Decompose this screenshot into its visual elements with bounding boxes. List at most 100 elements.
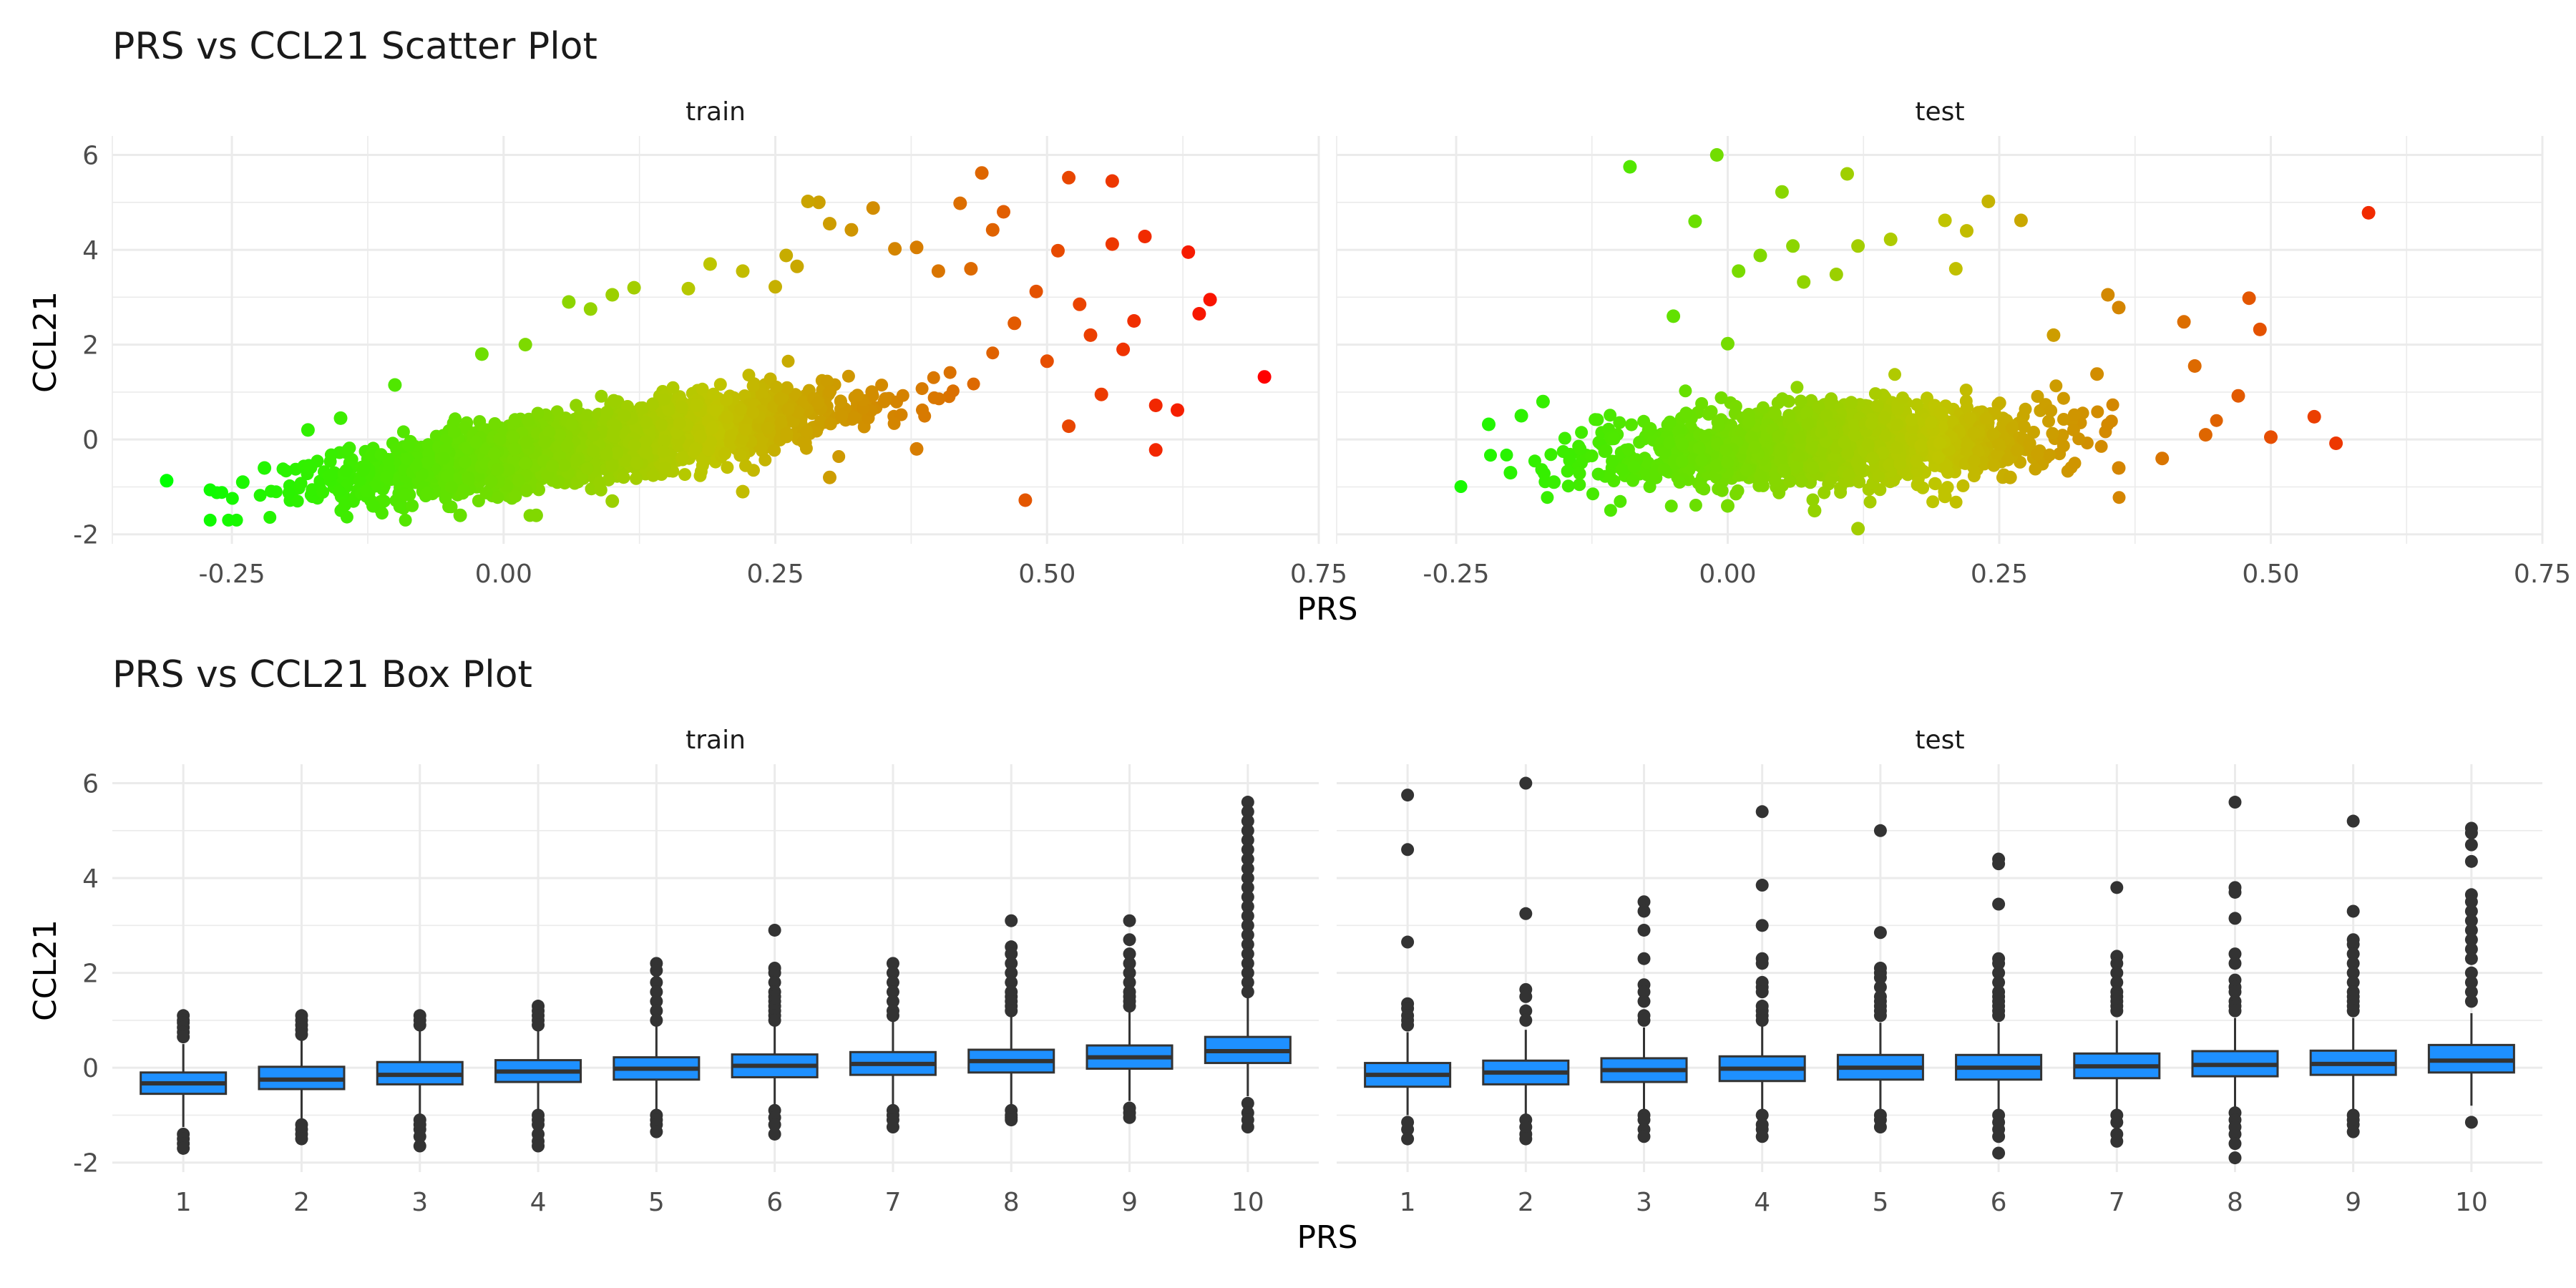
scatter-point [875,379,889,392]
scatter-point [1840,167,1854,181]
scatter-point [639,435,653,449]
scatter-point [739,459,752,472]
scatter-point [678,468,692,482]
outlier-point [1401,1018,1415,1032]
x-tick-label: 1 [175,1188,192,1217]
scatter-point [2091,405,2104,419]
scatter-point [768,444,781,457]
scatter-point [800,424,814,438]
scatter-point [1500,448,1513,462]
scatter-point [1967,454,1981,468]
scatter-point [341,443,355,457]
scatter-point [2042,414,2055,428]
scatter-point [519,457,532,470]
scatter-point [769,380,783,394]
y-tick-label: 4 [82,864,99,894]
scatter-point [1695,481,1709,494]
scatter-point [636,401,650,414]
outlier-point [1241,852,1254,866]
scatter-point [333,411,348,425]
scatter-point [975,166,989,180]
outlier-point [2346,937,2360,951]
scatter-point [713,378,727,391]
outlier-point [1241,796,1254,809]
scatter-point [509,489,522,503]
scatter-point [774,416,788,430]
outlier-point [1873,980,1887,994]
scatter-point [986,346,1000,360]
scatter-point [491,463,504,476]
scatter-point [421,486,434,499]
x-tick-label: 0.50 [1018,560,1075,589]
scatter-point [909,240,924,255]
scatter-point [366,499,380,513]
scatter-point [1702,407,1715,421]
scatter-point [1613,416,1626,429]
scatter-point [823,470,836,484]
box-plot-3 [376,1009,464,1153]
scatter-point [570,453,583,467]
outlier-point [1123,933,1136,947]
scatter-point [1105,237,1119,251]
scatter-point [846,412,859,426]
scatter-point [896,389,909,402]
scatter-point [866,389,879,402]
scatter-point [2011,444,2024,457]
scatter-point [304,461,318,474]
outlier-point [2464,942,2478,956]
scatter-point [1863,495,1877,509]
scatter-point [595,389,608,403]
outlier-point [2110,1116,2124,1129]
outlier-point [1637,1013,1651,1027]
scatter-point [1782,409,1796,422]
scatter-point [1664,499,1678,513]
scatter-point [484,474,498,488]
scatter-point [887,416,901,430]
scatter-point [1872,469,1885,483]
scatter-point [2031,390,2044,403]
scatter-point [779,248,794,263]
scatter-point [1786,239,1800,253]
scatter-point [918,409,932,423]
box-strip-test: test [1915,726,1964,755]
scatter-point [1604,409,1617,422]
x-tick-label: 6 [766,1188,783,1217]
outlier-point [768,923,781,937]
scatter-point [203,513,217,527]
scatter-point [2046,328,2061,342]
scatter-point [1695,397,1709,410]
scatter-point [1797,275,1811,289]
scatter-point [1865,417,1878,430]
scatter-point [1745,431,1758,444]
scatter-point [927,391,941,404]
scatter-point [1627,460,1641,474]
scatter-point [964,262,978,276]
scatter-point [429,429,443,443]
scatter-point [2101,288,2115,302]
scatter-point [2155,452,2170,466]
scatter-point [2068,457,2082,470]
scatter-point [399,513,412,527]
scatter-point [377,494,391,508]
scatter-point [1138,230,1152,243]
scatter-point [841,369,855,383]
scatter-point [448,425,461,439]
scatter-point [1591,467,1605,481]
scatter-point [2112,461,2126,475]
scatter-point [1682,463,1696,477]
scatter-points-test [1454,148,2376,536]
scatter-point [1203,293,1217,307]
x-tick-label: 5 [648,1188,665,1217]
scatter-point [1606,454,1619,468]
outlier-point [1755,1108,1769,1122]
scatter-point [600,405,614,419]
y-tick-label: 0 [82,1054,99,1083]
outlier-point [2346,947,2360,961]
scatter-point [814,415,827,429]
scatter-point [2029,462,2042,476]
outlier-point [768,1118,781,1131]
box-series-test [1364,776,2515,1165]
scatter-point [824,417,837,431]
scatter-point [1641,424,1655,437]
